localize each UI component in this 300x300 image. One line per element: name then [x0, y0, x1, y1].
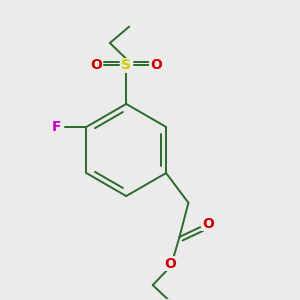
Text: O: O [165, 257, 176, 271]
Text: O: O [91, 58, 102, 72]
Text: O: O [202, 217, 214, 231]
Text: O: O [150, 58, 162, 72]
Text: F: F [52, 120, 62, 134]
Text: S: S [121, 58, 131, 72]
